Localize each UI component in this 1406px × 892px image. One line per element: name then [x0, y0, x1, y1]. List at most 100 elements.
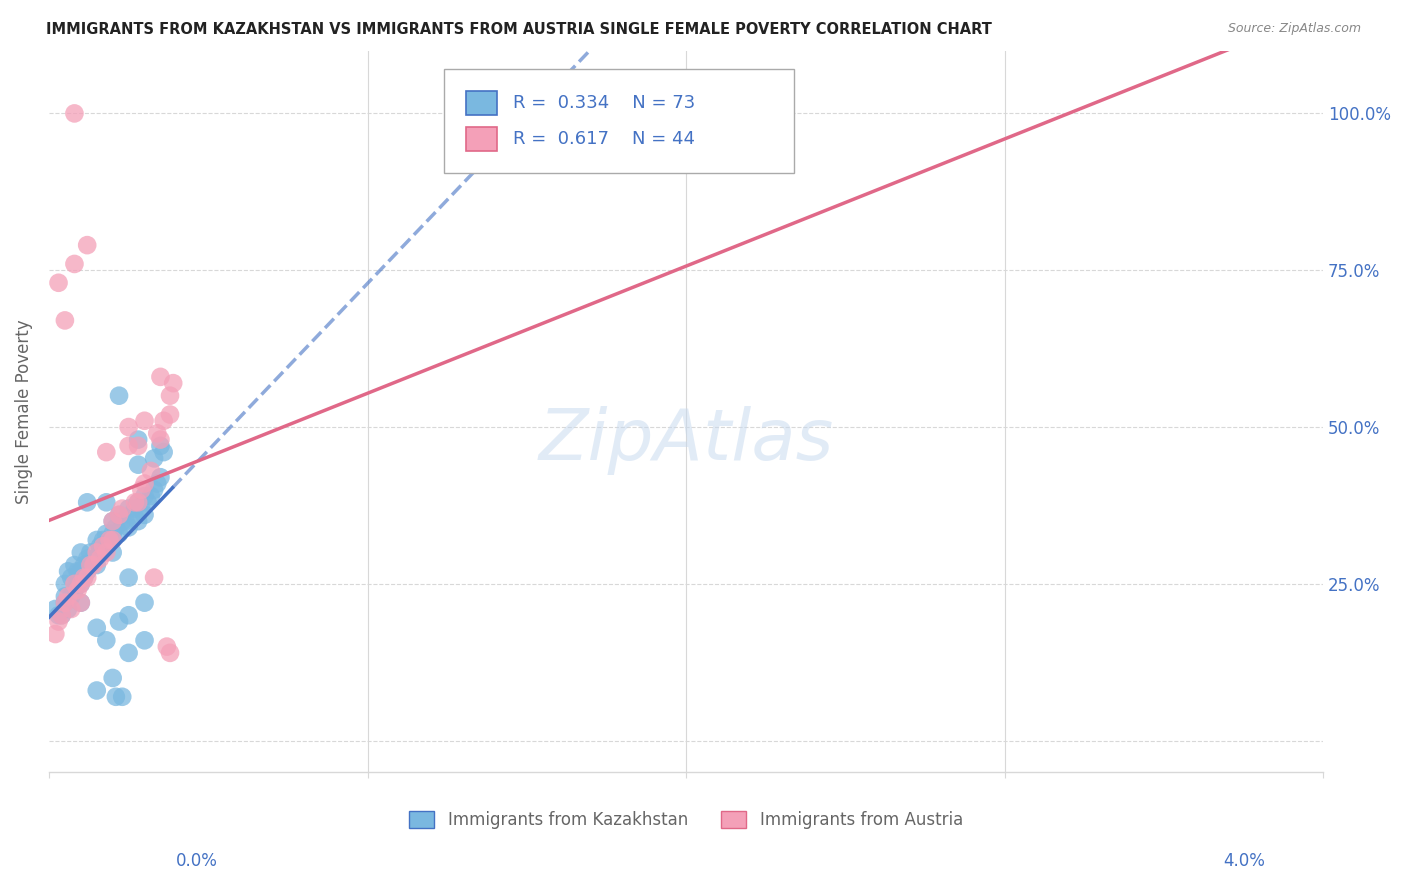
Point — [86, 558, 108, 572]
Point — [127, 458, 149, 472]
Point — [63, 257, 86, 271]
Point — [73, 558, 96, 572]
Point — [104, 690, 127, 704]
Point — [63, 558, 86, 572]
Point — [117, 646, 139, 660]
Text: ZipAtlas: ZipAtlas — [538, 406, 834, 475]
Point — [69, 596, 91, 610]
Point — [60, 602, 83, 616]
Point — [86, 545, 108, 559]
Point — [111, 690, 134, 704]
Point — [111, 514, 134, 528]
Point — [98, 533, 121, 547]
Point — [101, 514, 124, 528]
Point — [96, 445, 118, 459]
Point — [139, 464, 162, 478]
Point — [76, 238, 98, 252]
Point — [108, 508, 131, 522]
Text: IMMIGRANTS FROM KAZAKHSTAN VS IMMIGRANTS FROM AUSTRIA SINGLE FEMALE POVERTY CORR: IMMIGRANTS FROM KAZAKHSTAN VS IMMIGRANTS… — [46, 22, 993, 37]
Text: 0.0%: 0.0% — [176, 852, 218, 870]
Point — [96, 633, 118, 648]
FancyBboxPatch shape — [444, 69, 794, 173]
Point — [101, 545, 124, 559]
Text: R =  0.334    N = 73: R = 0.334 N = 73 — [513, 94, 695, 112]
Point — [79, 558, 101, 572]
Point — [146, 476, 169, 491]
Point — [73, 571, 96, 585]
Point — [162, 376, 184, 391]
Point — [91, 539, 114, 553]
Text: 4.0%: 4.0% — [1223, 852, 1265, 870]
Point — [76, 551, 98, 566]
Point — [108, 389, 131, 403]
Point — [51, 608, 73, 623]
Point — [69, 564, 91, 578]
Point — [111, 501, 134, 516]
Point — [143, 483, 166, 497]
Point — [149, 433, 172, 447]
Point — [48, 276, 70, 290]
Point — [89, 545, 111, 559]
Point — [134, 633, 156, 648]
Point — [117, 501, 139, 516]
Point — [108, 526, 131, 541]
Point — [101, 533, 124, 547]
Point — [117, 608, 139, 623]
Point — [53, 577, 76, 591]
Point — [152, 445, 174, 459]
Point — [156, 640, 179, 654]
Point — [51, 608, 73, 623]
Point — [149, 470, 172, 484]
Point — [117, 439, 139, 453]
Point — [149, 369, 172, 384]
Point — [53, 596, 76, 610]
Point — [117, 571, 139, 585]
Point — [134, 476, 156, 491]
Y-axis label: Single Female Poverty: Single Female Poverty — [15, 319, 32, 504]
Point — [56, 564, 79, 578]
Point — [48, 608, 70, 623]
Point — [66, 564, 89, 578]
Point — [127, 514, 149, 528]
Point — [127, 495, 149, 509]
Point — [124, 495, 146, 509]
Point — [131, 483, 153, 497]
Point — [134, 414, 156, 428]
Point — [101, 671, 124, 685]
Point — [69, 577, 91, 591]
Point — [101, 514, 124, 528]
Point — [63, 577, 86, 591]
Point — [89, 551, 111, 566]
Point — [60, 571, 83, 585]
Point — [79, 558, 101, 572]
Point — [44, 602, 66, 616]
Point — [134, 489, 156, 503]
Point — [91, 533, 114, 547]
Point — [146, 426, 169, 441]
Point — [127, 495, 149, 509]
Point — [124, 501, 146, 516]
Point — [56, 590, 79, 604]
Point — [63, 106, 86, 120]
Point — [86, 621, 108, 635]
Point — [131, 501, 153, 516]
Point — [114, 514, 136, 528]
Point — [143, 571, 166, 585]
Point — [89, 539, 111, 553]
Point — [136, 495, 159, 509]
Point — [76, 495, 98, 509]
Legend: Immigrants from Kazakhstan, Immigrants from Austria: Immigrants from Kazakhstan, Immigrants f… — [402, 805, 970, 836]
Point — [96, 526, 118, 541]
Point — [69, 596, 91, 610]
Point — [76, 564, 98, 578]
Point — [98, 533, 121, 547]
Point — [96, 495, 118, 509]
Point — [104, 520, 127, 534]
Point — [53, 313, 76, 327]
Point — [139, 489, 162, 503]
Point — [66, 577, 89, 591]
Point — [152, 414, 174, 428]
Point — [48, 615, 70, 629]
Point — [83, 551, 105, 566]
FancyBboxPatch shape — [465, 127, 498, 151]
